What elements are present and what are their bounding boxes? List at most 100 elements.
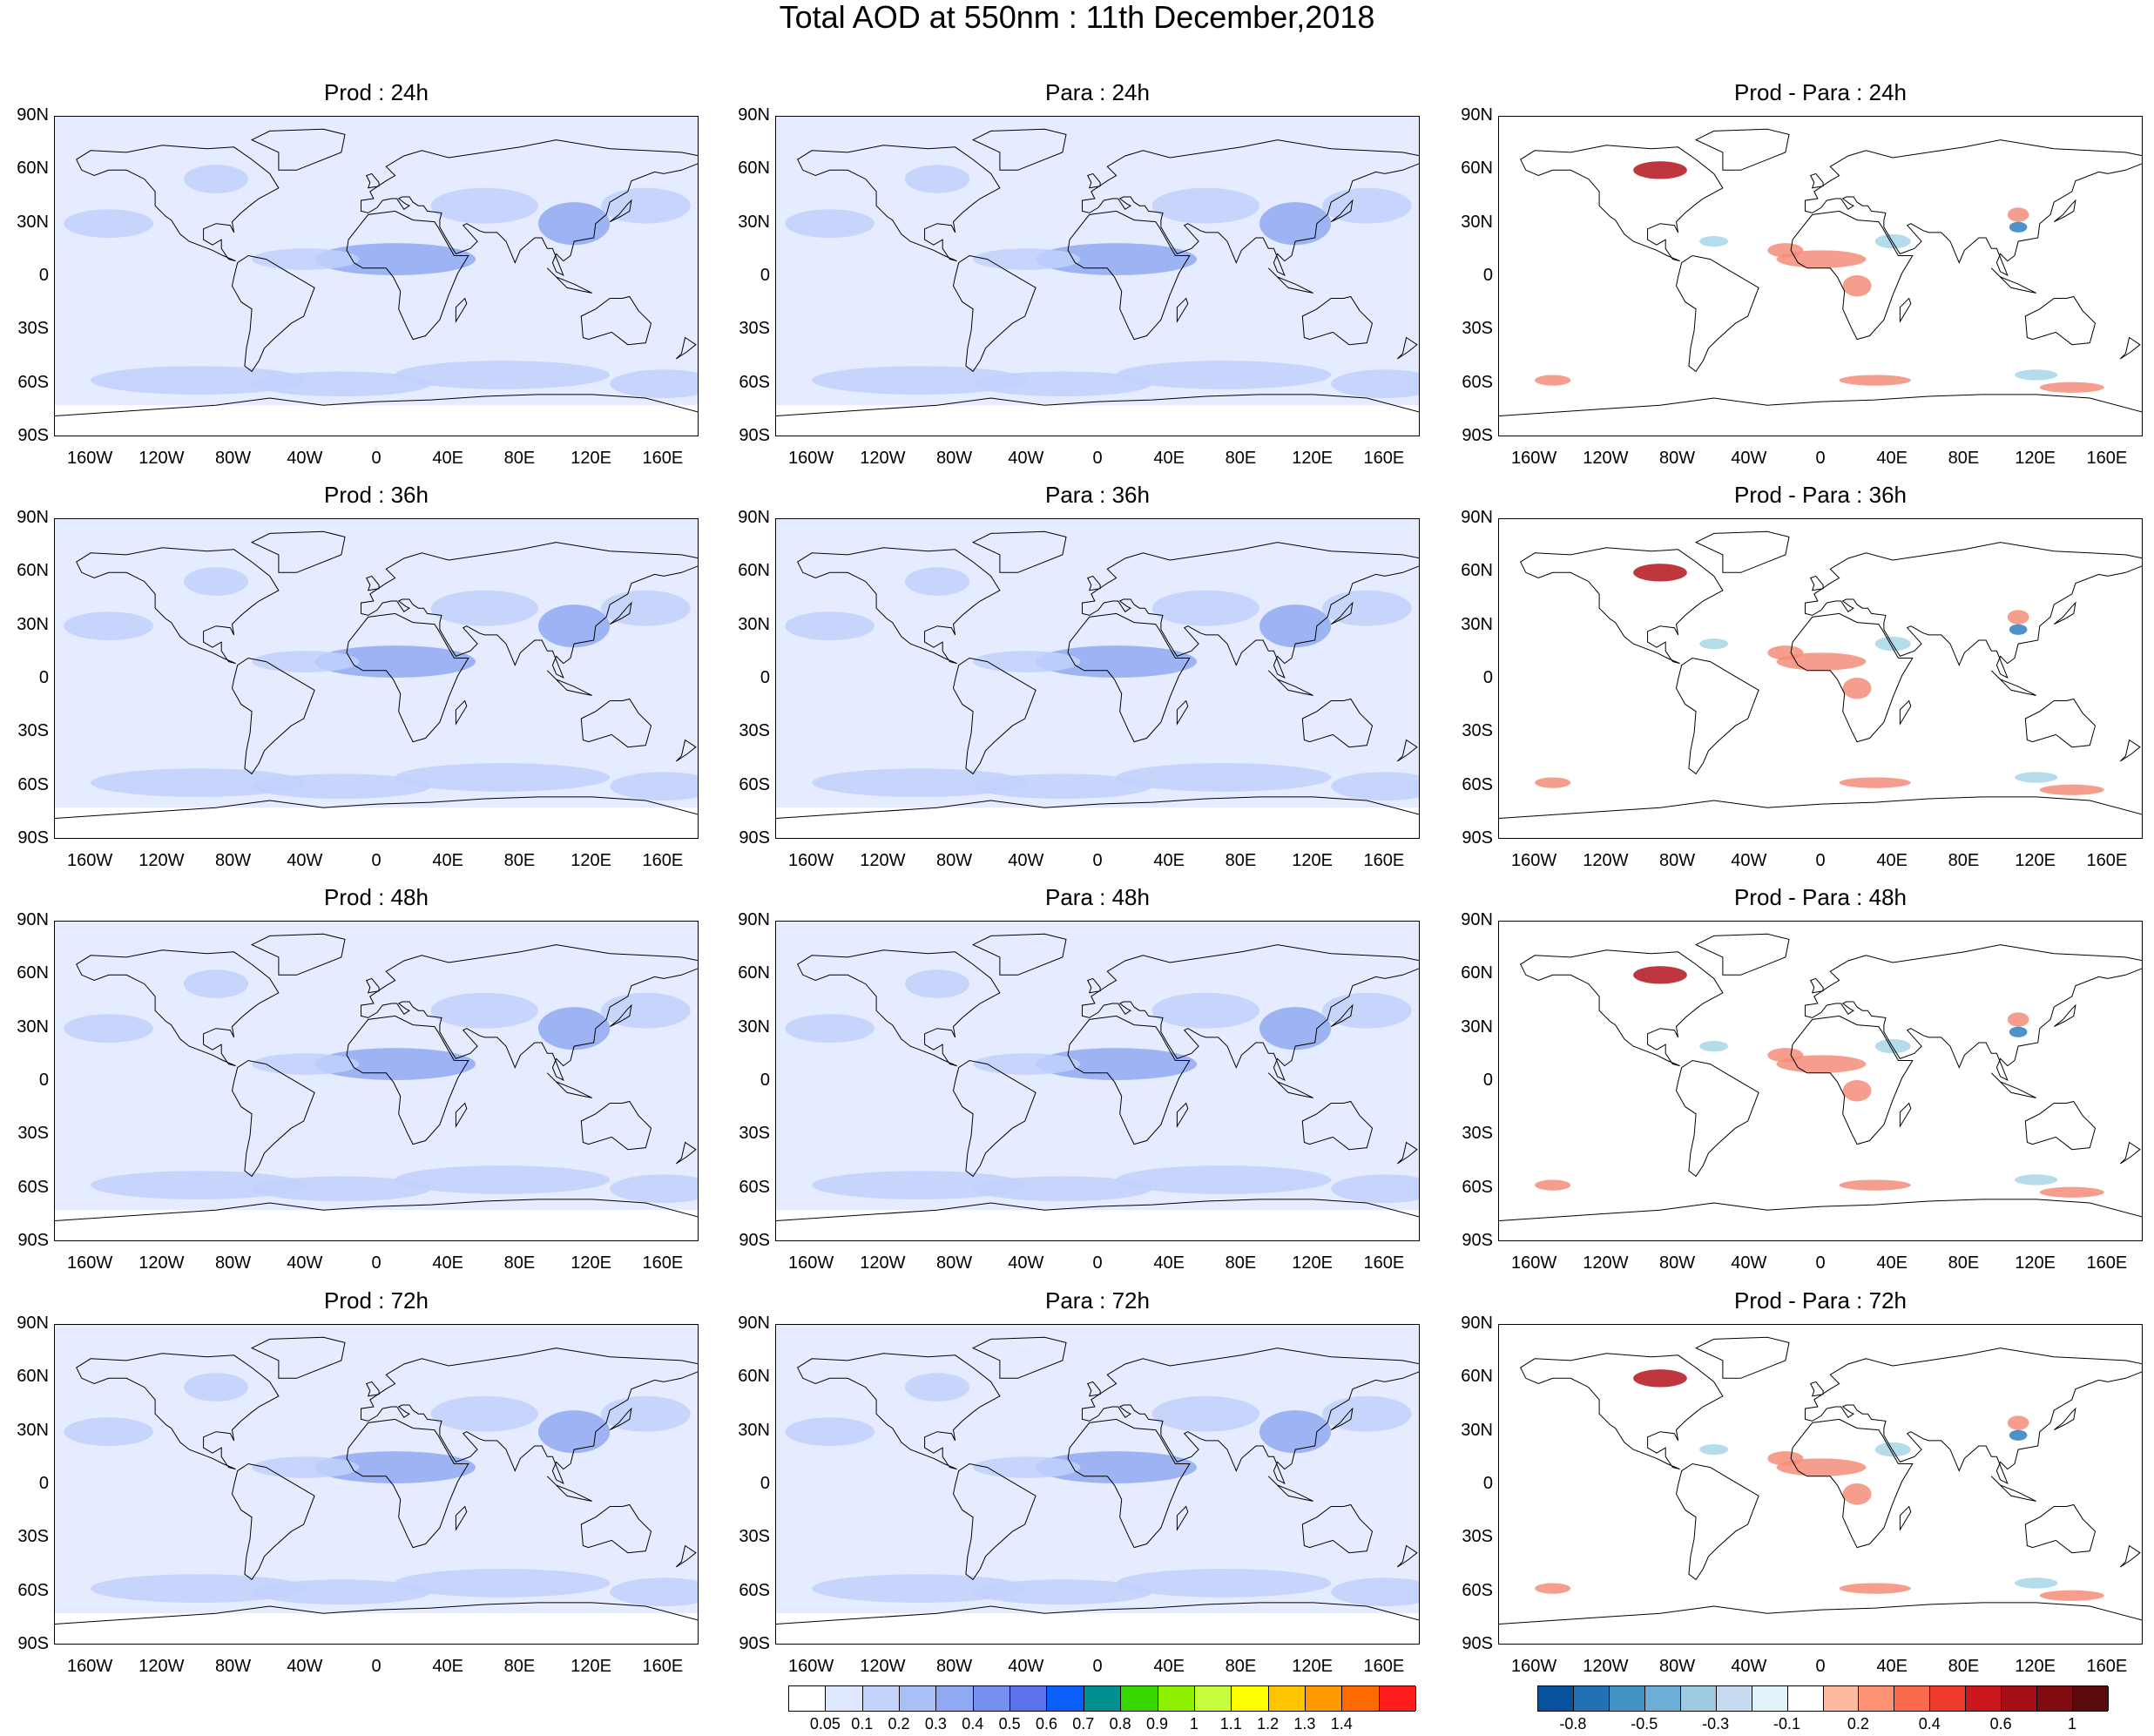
lat-tick-label: 60S [1462, 372, 1493, 392]
field-pos [1535, 1179, 1571, 1191]
coastline-south-america [231, 657, 315, 775]
coastline-north-america [797, 547, 1001, 665]
lat-tick-label: 0 [38, 1474, 49, 1493]
coastline-south-america [952, 1059, 1036, 1178]
lon-tick-label: 80E [503, 851, 536, 870]
lon-tick-label: 120W [860, 1657, 906, 1676]
coastline-indonesia [1267, 267, 1313, 294]
lat-tick-label: 90N [738, 105, 770, 125]
lon-tick-label: 40E [1876, 449, 1908, 468]
field-neg [1699, 1040, 1729, 1052]
lon-tick-label: 160W [1510, 1657, 1557, 1676]
coastline-south-america [952, 254, 1036, 373]
field-neg_strong [2009, 1026, 2028, 1037]
colorbar-label: -0.1 [1773, 1715, 1801, 1733]
lon-tick-label: 80E [503, 449, 536, 468]
field-mid [430, 590, 538, 626]
lon-tick-label: 160W [66, 851, 113, 870]
coastline-indonesia [1267, 1476, 1313, 1502]
coastline-antarctica-edge [55, 1199, 698, 1221]
field-neg_strong [2009, 1429, 2028, 1441]
colorbar-label: 0.5 [998, 1715, 1021, 1733]
field-pos [2007, 207, 2029, 222]
field-pos [1842, 1079, 1872, 1102]
coastline-uk [365, 977, 380, 994]
field-mid [785, 611, 875, 641]
field-high [1259, 605, 1332, 648]
lat-tick-label: 60S [17, 774, 49, 794]
lat-tick-label: 30S [17, 1527, 49, 1547]
colorbar-label: 1.1 [1219, 1715, 1242, 1733]
map-panel [775, 518, 1420, 839]
lon-tick-label: 80W [1658, 851, 1696, 870]
lon-tick-label: 80W [214, 449, 252, 468]
field-pos [1767, 1048, 1804, 1063]
coastline-new-zealand [675, 1544, 697, 1568]
colorbar-label: 0.3 [924, 1715, 947, 1733]
colorbar-swatch [862, 1686, 901, 1711]
map-svg [776, 117, 1419, 436]
lon-tick-label: 120W [860, 1253, 906, 1273]
lat-tick-label: 30N [738, 1420, 770, 1440]
lat-tick-label: 60S [17, 372, 49, 392]
field-mid [905, 165, 969, 193]
field-neg_strong [2009, 221, 2028, 233]
coastline-madagascar [455, 699, 468, 726]
field-pos [1842, 274, 1872, 297]
colorbar-swatch [1158, 1686, 1195, 1711]
lon-tick-label: 160E [642, 851, 684, 870]
coastline-north-america [76, 949, 280, 1067]
coastline-greenland [1694, 128, 1790, 171]
lat-tick-label: 90N [17, 1314, 49, 1333]
panel-title: Prod - Para : 36h [1734, 482, 1907, 508]
lon-tick-label: 80E [1948, 1253, 1980, 1273]
field-mid [1331, 1577, 1419, 1607]
coastline-eurasia [361, 139, 698, 277]
colorbar-swatch [1573, 1686, 1610, 1711]
coastline-eurasia [361, 944, 698, 1082]
field-mid [64, 209, 154, 239]
lon-tick-label: 120E [571, 851, 612, 870]
lon-tick-label: 0 [1092, 1657, 1103, 1676]
coastline-madagascar [1899, 699, 1912, 726]
lon-tick-label: 80W [935, 851, 973, 870]
coastline-greenland [1694, 1336, 1790, 1379]
field-mid [64, 611, 154, 641]
coastline-japan [1330, 1407, 1354, 1431]
coastline-antarctica-edge [1499, 1199, 2142, 1221]
panel-title: Prod - Para : 24h [1734, 79, 1907, 105]
field-mid [430, 187, 538, 224]
coastline-north-america [76, 145, 280, 262]
lon-tick-label: 0 [371, 1253, 382, 1273]
coastline-greenland [250, 128, 346, 171]
coastline-new-zealand [2119, 1141, 2141, 1165]
field-pos [2007, 1012, 2029, 1027]
field-neg [1699, 1443, 1729, 1456]
lon-tick-label: 0 [1092, 851, 1103, 870]
lon-tick-label: 40E [1153, 1253, 1185, 1273]
field-mid [252, 1053, 360, 1075]
coastline-eurasia [1805, 944, 2142, 1082]
lon-tick-label: 160W [787, 851, 834, 870]
colorbar-swatch [900, 1686, 937, 1711]
map-svg [55, 519, 698, 838]
coastline-greenland [1694, 530, 1790, 573]
lon-tick-label: 160E [2086, 1657, 2128, 1676]
field-mid [1116, 1165, 1332, 1194]
colorbar-swatch [1342, 1686, 1380, 1711]
coastline-greenland [250, 933, 346, 976]
coastline-indonesia [546, 1476, 592, 1502]
lon-tick-label: 120W [138, 851, 185, 870]
lat-tick-label: 30N [17, 614, 49, 634]
lat-tick-label: 0 [38, 1071, 49, 1090]
figure-title: Total AOD at 550nm : 11th December,2018 [779, 0, 1375, 35]
field-high [1036, 1048, 1198, 1080]
coastline-south-america [952, 657, 1036, 775]
lon-tick-label: 80W [214, 851, 252, 870]
colorbar-swatch [1121, 1686, 1158, 1711]
coastline-greenland [971, 933, 1067, 976]
field-pos [2039, 784, 2104, 795]
lat-tick-label: 60N [17, 1367, 49, 1387]
colorbar-swatch [1966, 1686, 2002, 1711]
coastline-indonesia [1990, 670, 2036, 696]
